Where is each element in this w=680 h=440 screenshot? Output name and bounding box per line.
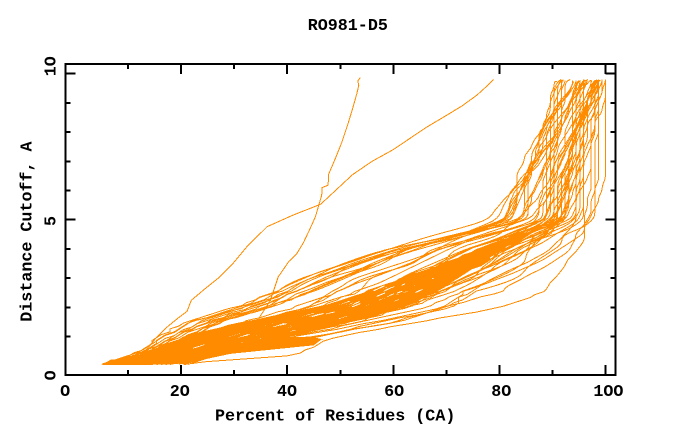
svg-text:Distance Cutoff, A: Distance Cutoff, A — [18, 140, 37, 321]
svg-text:O: O — [42, 370, 61, 380]
svg-text:4O: 4O — [277, 383, 297, 402]
svg-text:O: O — [60, 383, 70, 402]
svg-text:8O: 8O — [491, 383, 511, 402]
svg-text:RO981-D5: RO981-D5 — [308, 17, 388, 36]
svg-text:5: 5 — [42, 216, 61, 226]
svg-text:1O: 1O — [42, 56, 61, 76]
svg-text:2O: 2O — [170, 383, 190, 402]
svg-text:Percent of Residues (CA): Percent of Residues (CA) — [215, 408, 455, 427]
svg-text:1OO: 1OO — [593, 383, 623, 402]
svg-text:6O: 6O — [384, 383, 404, 402]
